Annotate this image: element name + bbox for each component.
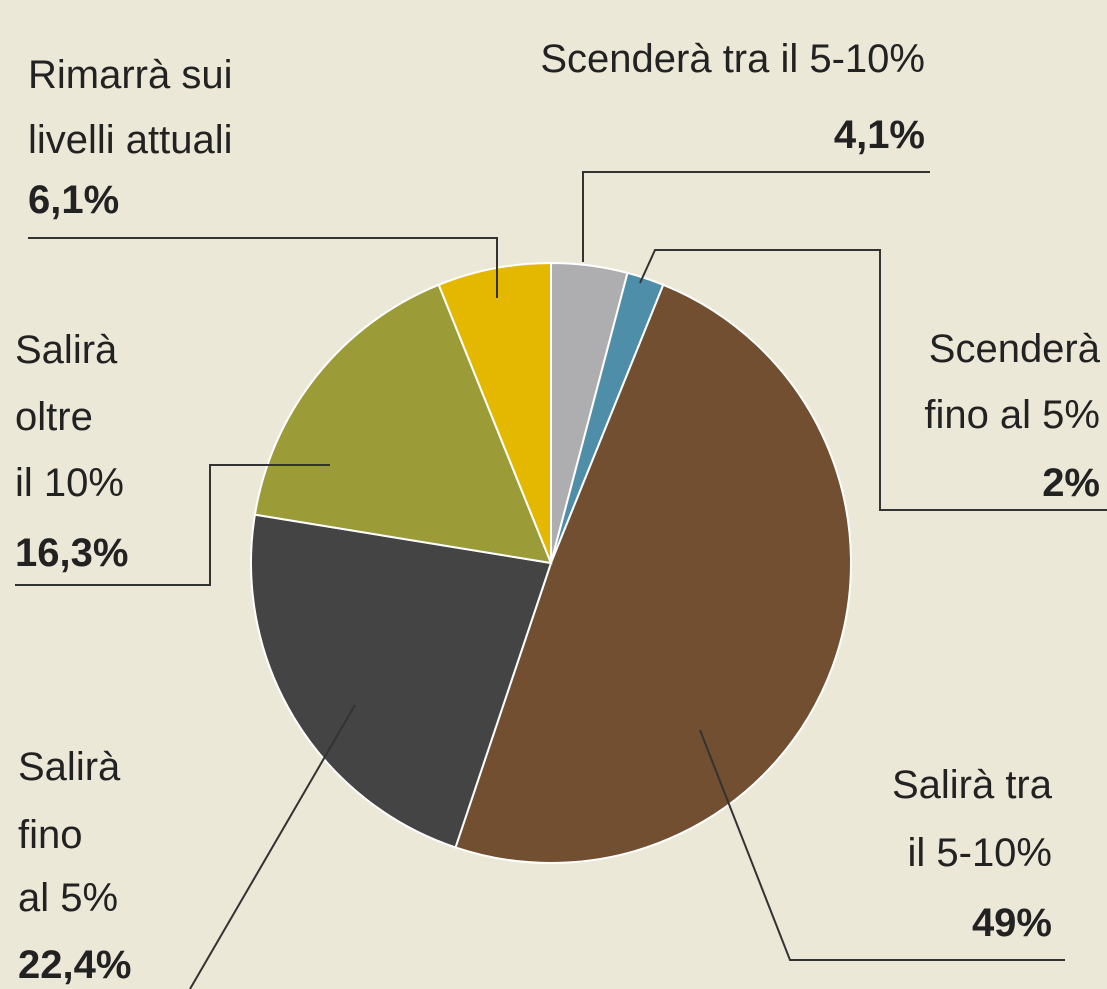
slice-label: fino al 5% <box>924 393 1100 437</box>
leader-line <box>28 237 498 298</box>
leader-line <box>15 464 330 586</box>
slice-label: Salirà tra <box>892 763 1053 807</box>
pie-slice <box>250 513 553 849</box>
leader-line <box>639 249 1107 511</box>
value-label: 16,3% <box>15 531 128 575</box>
slice-label: Scenderà tra il 5-10% <box>540 37 925 81</box>
pie-slice <box>454 283 852 864</box>
slice-label: fino <box>18 813 83 857</box>
pie-slice <box>253 283 553 565</box>
slice-label: il 5-10% <box>907 831 1052 875</box>
slice-label: Salirà <box>18 745 121 789</box>
slice-label: Rimarrà sui <box>28 53 232 97</box>
slice-label: Scenderà <box>929 327 1101 371</box>
value-label: 4,1% <box>834 113 925 157</box>
leader-line <box>189 704 356 989</box>
leader-line <box>582 171 930 262</box>
pie-slice <box>437 261 552 564</box>
slice-label: Salirà <box>15 328 118 372</box>
leader-line <box>699 729 1065 961</box>
value-label: 22,4% <box>18 943 131 987</box>
slice-label: oltre <box>15 395 93 439</box>
slice-label: livelli attuali <box>28 118 233 162</box>
value-label: 2% <box>1042 461 1100 505</box>
value-label: 49% <box>972 901 1052 945</box>
value-label: 6,1% <box>28 178 119 222</box>
slice-label: al 5% <box>18 876 118 920</box>
slice-label: il 10% <box>15 461 124 505</box>
